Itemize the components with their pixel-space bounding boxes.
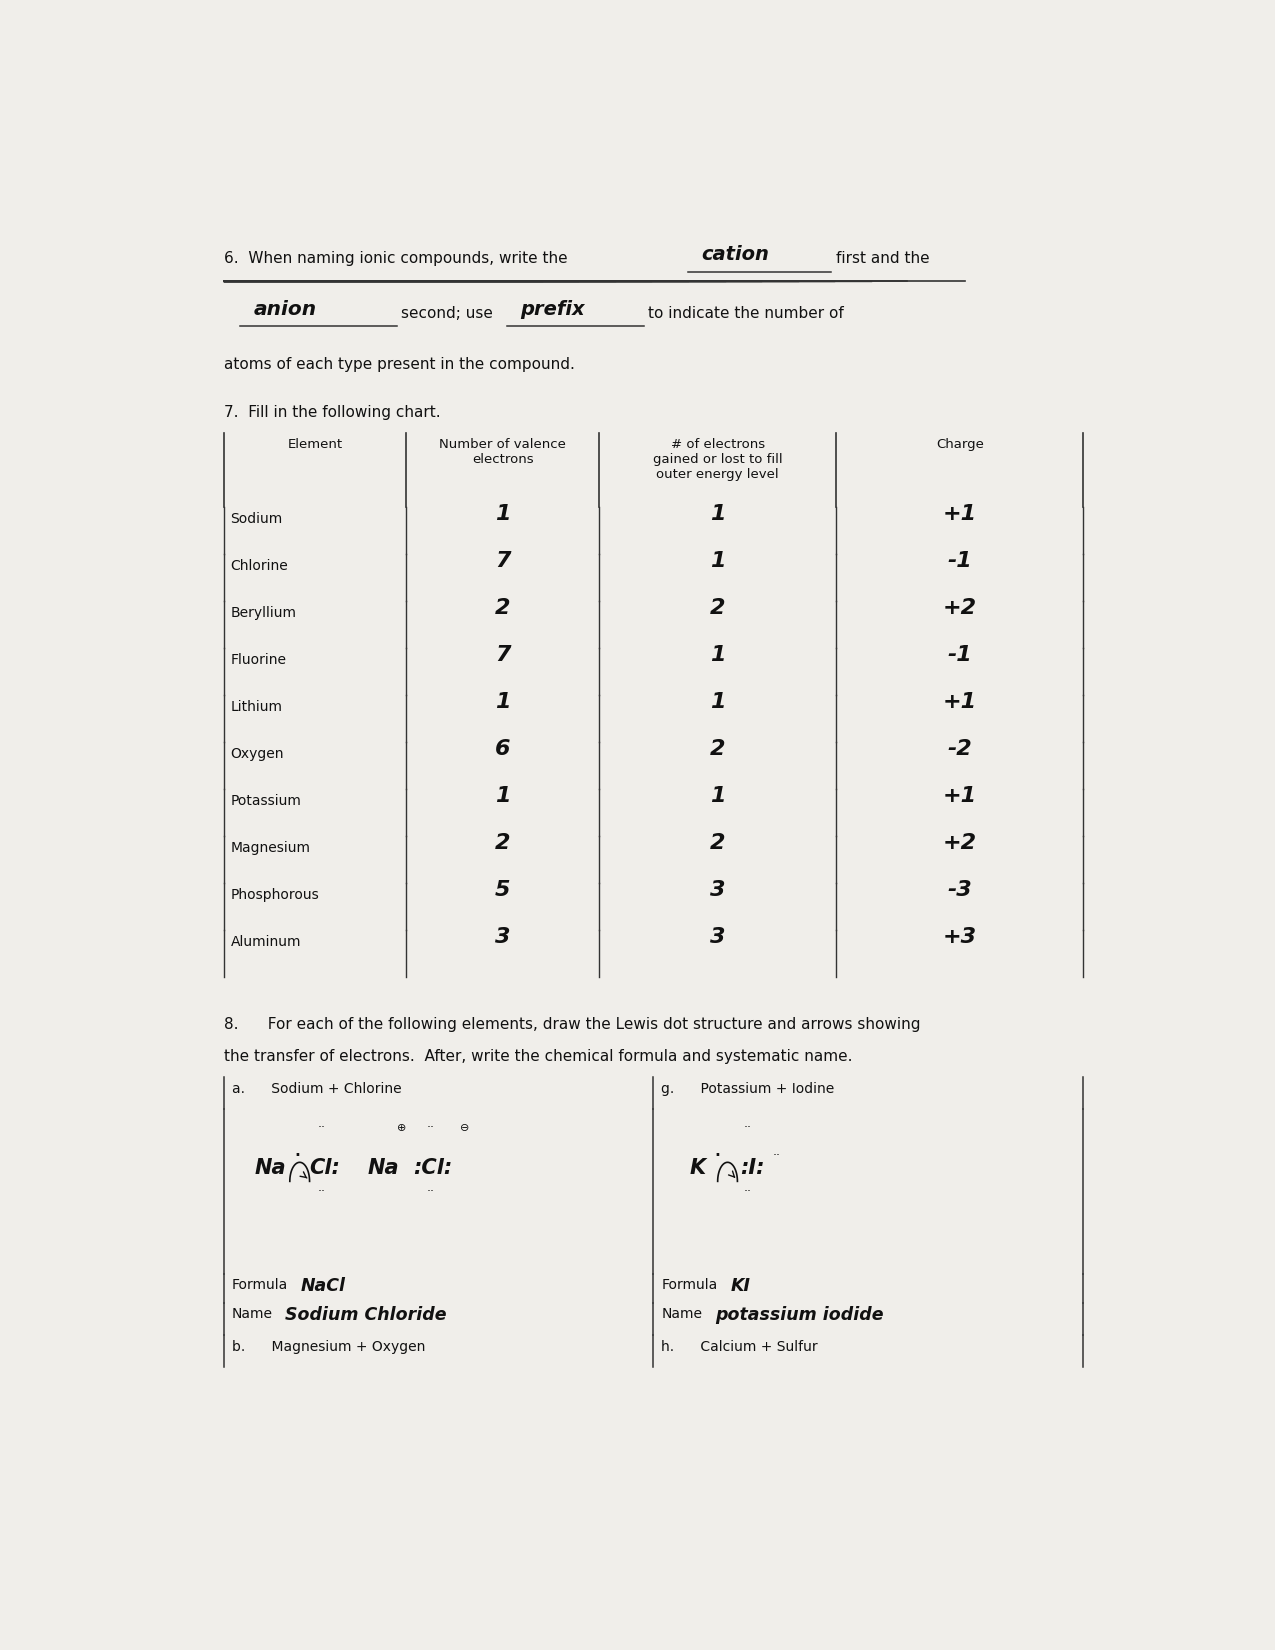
Text: Oxygen: Oxygen [231,747,284,761]
Text: Formula: Formula [662,1279,718,1292]
Text: 2: 2 [710,739,725,759]
Text: ··: ·· [743,1185,751,1198]
Text: ·: · [293,1143,302,1168]
Text: +1: +1 [942,503,977,523]
Text: 2: 2 [710,833,725,853]
Text: :I:: :I: [740,1158,765,1178]
Text: ··: ·· [317,1122,325,1135]
Text: Beryllium: Beryllium [231,606,297,620]
Text: -1: -1 [947,645,972,665]
Text: ··: ·· [773,1150,782,1163]
Text: +1: +1 [942,785,977,805]
Text: Magnesium: Magnesium [231,842,311,855]
Text: Charge: Charge [936,439,984,450]
Text: h.      Calcium + Sulfur: h. Calcium + Sulfur [662,1340,819,1355]
Text: Fluorine: Fluorine [231,653,287,667]
Text: KI: KI [731,1277,751,1295]
Text: ··: ·· [743,1122,751,1135]
Text: prefix: prefix [520,300,585,318]
Text: 2: 2 [495,597,510,617]
Text: -1: -1 [947,551,972,571]
Text: the transfer of electrons.  After, write the chemical formula and systematic nam: the transfer of electrons. After, write … [223,1049,852,1064]
Text: Element: Element [287,439,343,450]
Text: 1: 1 [495,785,510,805]
Text: Na: Na [254,1158,286,1178]
Text: 7: 7 [495,645,510,665]
Text: 6: 6 [495,739,510,759]
Text: Cl:: Cl: [309,1158,340,1178]
Text: ⊕: ⊕ [397,1124,407,1134]
Text: 3: 3 [710,927,725,947]
Text: Na: Na [368,1158,399,1178]
Text: -3: -3 [947,879,972,899]
Text: +2: +2 [942,597,977,617]
Text: atoms of each type present in the compound.: atoms of each type present in the compou… [223,356,575,371]
Text: +3: +3 [942,927,977,947]
Text: +1: +1 [942,691,977,711]
Text: 8.      For each of the following elements, draw the Lewis dot structure and arr: 8. For each of the following elements, d… [223,1018,921,1033]
Text: ·: · [714,1143,722,1168]
Text: 3: 3 [710,879,725,899]
Text: Formula: Formula [232,1279,288,1292]
Text: to indicate the number of: to indicate the number of [649,305,844,322]
Text: b.      Magnesium + Oxygen: b. Magnesium + Oxygen [232,1340,425,1355]
Text: K: K [690,1158,706,1178]
Text: Aluminum: Aluminum [231,936,301,949]
Text: Number of valence
electrons: Number of valence electrons [440,439,566,465]
Text: first and the: first and the [836,251,929,266]
Text: 6.  When naming ionic compounds, write the: 6. When naming ionic compounds, write th… [223,251,567,266]
Text: 3: 3 [495,927,510,947]
Text: Sodium: Sodium [231,512,283,526]
Text: 1: 1 [710,503,725,523]
Text: Name: Name [232,1307,273,1322]
Text: Chlorine: Chlorine [231,559,288,573]
Text: 2: 2 [710,597,725,617]
Text: 2: 2 [495,833,510,853]
Text: 1: 1 [710,691,725,711]
Text: ⊖: ⊖ [460,1124,469,1134]
Text: ··: ·· [317,1185,325,1198]
Text: # of electrons
gained or lost to fill
outer energy level: # of electrons gained or lost to fill ou… [653,439,783,482]
Text: 5: 5 [495,879,510,899]
Text: 1: 1 [710,551,725,571]
Text: g.      Potassium + Iodine: g. Potassium + Iodine [662,1082,835,1096]
Text: +2: +2 [942,833,977,853]
Text: cation: cation [701,244,769,264]
Text: 1: 1 [495,503,510,523]
Text: 1: 1 [710,785,725,805]
Text: Lithium: Lithium [231,700,283,714]
Text: :Cl:: :Cl: [413,1158,453,1178]
Text: 1: 1 [495,691,510,711]
Text: Phosphorous: Phosphorous [231,888,319,903]
Text: a.      Sodium + Chlorine: a. Sodium + Chlorine [232,1082,402,1096]
Text: potassium iodide: potassium iodide [715,1305,884,1323]
Text: Name: Name [662,1307,703,1322]
Text: NaCl: NaCl [301,1277,346,1295]
Text: -2: -2 [947,739,972,759]
Text: anion: anion [254,300,316,318]
Text: 7: 7 [495,551,510,571]
Text: 7.  Fill in the following chart.: 7. Fill in the following chart. [223,406,440,421]
Text: second; use: second; use [402,305,493,322]
Text: Potassium: Potassium [231,794,301,808]
Text: 1: 1 [710,645,725,665]
Text: ··: ·· [427,1122,435,1135]
Text: ··: ·· [427,1185,435,1198]
Text: Sodium Chloride: Sodium Chloride [284,1305,446,1323]
